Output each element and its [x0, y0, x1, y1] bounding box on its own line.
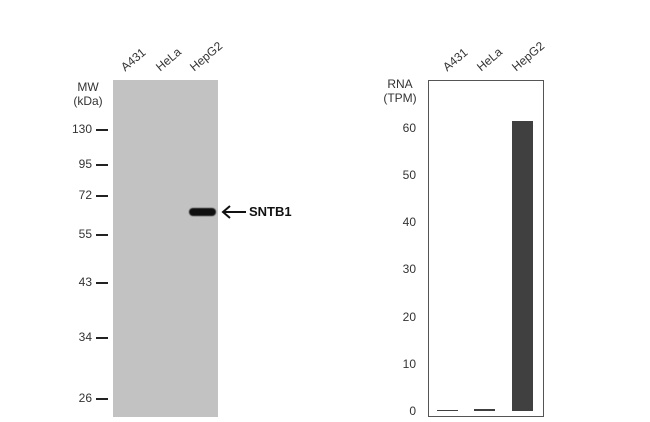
rna-ytick-label: 60 [402, 120, 416, 135]
target-protein-label: SNTB1 [249, 204, 292, 219]
rna-plot-area [428, 80, 544, 417]
lane-label-hela: HeLa [153, 44, 184, 74]
rna-bar-hepg2 [511, 120, 533, 411]
rna-ytick-label: 20 [402, 309, 416, 324]
mw-marker-130: 130 [71, 122, 92, 136]
mw-title-unit: (kDa) [73, 94, 103, 108]
mw-marker-95: 95 [78, 157, 92, 171]
mw-tick-95 [96, 164, 108, 166]
blot-membrane [113, 80, 218, 417]
rna-ytick-label: 40 [402, 215, 416, 230]
rna-ytick-label: 50 [402, 168, 416, 182]
mw-tick-34 [96, 337, 108, 339]
mw-tick-26 [96, 398, 108, 400]
mw-tick-130 [96, 129, 108, 131]
mw-tick-72 [96, 195, 108, 197]
rna-bar-hela [473, 408, 495, 411]
mw-marker-43: 43 [78, 275, 92, 289]
lane-label-hepg2: HepG2 [187, 38, 226, 74]
mw-tick-55 [96, 234, 108, 236]
rna-axis-title-line1: RNA [387, 77, 413, 91]
mw-tick-43 [96, 282, 108, 284]
rna-bar-a431 [436, 409, 458, 411]
rna-axis-title-unit: (TPM) [383, 91, 417, 105]
mw-marker-55: 55 [78, 227, 92, 241]
sntb1-band [189, 208, 216, 216]
rna-ytick-label: 0 [409, 404, 416, 418]
mw-title-line1: MW [77, 80, 99, 94]
rna-category-hepg2: HepG2 [509, 38, 548, 74]
mw-marker-34: 34 [78, 330, 92, 344]
rna-category-hela: HeLa [474, 44, 505, 74]
lane-label-a431: A431 [118, 45, 149, 74]
mw-marker-26: 26 [78, 391, 92, 405]
left-arrow-icon [221, 205, 246, 219]
rna-axis-title: RNA (TPM) [376, 77, 424, 105]
rna-ytick-label: 10 [402, 356, 416, 371]
rna-ytick-label: 30 [402, 262, 416, 277]
mw-marker-72: 72 [78, 188, 92, 202]
mw-title: MW (kDa) [70, 80, 106, 108]
rna-category-a431: A431 [440, 45, 471, 74]
